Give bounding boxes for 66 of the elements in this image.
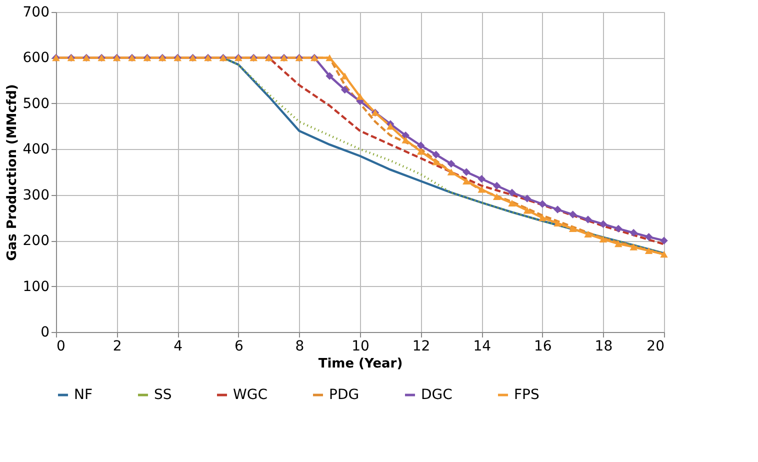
point <box>340 86 349 94</box>
y-tick-label: 200 <box>22 233 50 250</box>
x-tick-label: 8 <box>295 338 304 354</box>
point <box>554 206 562 214</box>
point <box>416 148 425 155</box>
legend-label: FPS <box>514 387 540 403</box>
point <box>630 244 638 250</box>
point <box>492 193 501 200</box>
point <box>584 230 592 238</box>
point <box>326 54 334 62</box>
x-tick-label: 20 <box>646 338 664 354</box>
point <box>660 250 668 258</box>
x-tick-label: 2 <box>112 338 122 354</box>
point <box>416 142 425 150</box>
x-tick-label: 10 <box>352 338 370 354</box>
y-tick-label: 700 <box>22 4 50 20</box>
y-tick-label: 500 <box>22 96 50 112</box>
point <box>508 188 516 196</box>
point <box>568 225 577 232</box>
point <box>340 72 349 80</box>
point <box>614 240 622 248</box>
x-tick-label: 14 <box>473 338 492 354</box>
point <box>554 220 562 227</box>
y-tick-label: 300 <box>22 187 50 204</box>
point <box>523 207 532 214</box>
point <box>584 216 592 224</box>
y-tick-label: 100 <box>22 278 50 295</box>
point <box>538 214 546 222</box>
x-tick-label: 16 <box>534 338 552 354</box>
x-axis-title: Time (Year) <box>318 356 403 372</box>
point <box>568 210 577 218</box>
point <box>432 158 440 166</box>
point <box>326 72 334 80</box>
point <box>630 228 638 237</box>
point <box>508 200 516 206</box>
point <box>447 160 456 168</box>
legend-label: NF <box>74 387 93 403</box>
point <box>538 200 546 208</box>
legend-label: PDG <box>329 387 360 403</box>
point <box>644 247 653 254</box>
x-tick-label: 12 <box>412 338 430 354</box>
point <box>644 233 653 241</box>
point <box>478 186 486 193</box>
legend-label: DGC <box>421 387 453 403</box>
y-tick-label: 0 <box>40 324 50 340</box>
point <box>432 150 440 158</box>
y-axis-title: Gas Production (MMcfd) <box>4 84 20 261</box>
point <box>614 224 622 233</box>
point <box>492 182 501 190</box>
point <box>478 174 486 183</box>
point <box>599 220 608 228</box>
point <box>523 194 532 202</box>
x-tick-label: 6 <box>234 338 244 354</box>
point <box>599 236 608 243</box>
legend-label: WGC <box>233 387 268 403</box>
y-tick-label: 600 <box>22 50 50 66</box>
x-tick-label: 0 <box>56 338 66 354</box>
point <box>660 236 668 244</box>
y-tick-label: 400 <box>22 142 50 158</box>
x-tick-label: 18 <box>594 338 613 354</box>
point <box>447 168 456 176</box>
point <box>462 168 470 176</box>
point <box>462 178 470 184</box>
point <box>356 93 364 100</box>
x-tick-label: 4 <box>174 338 183 354</box>
legend-label: SS <box>154 387 172 403</box>
